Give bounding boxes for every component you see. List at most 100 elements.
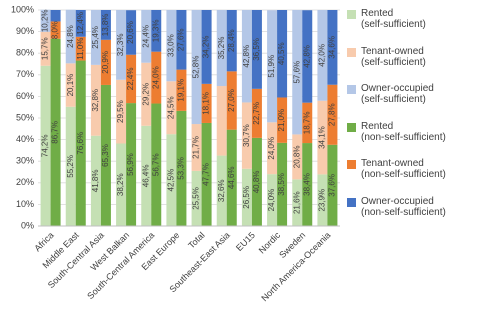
value-label: 42,5% xyxy=(167,169,176,192)
bar-segment xyxy=(317,174,328,226)
legend-label: Tenant-owned (non-self-sufficient) xyxy=(361,158,446,180)
value-label: 55,2% xyxy=(66,155,75,178)
value-label: 74,2% xyxy=(41,135,50,158)
legend-swatch xyxy=(347,160,356,169)
value-label: 38,4% xyxy=(302,173,311,196)
value-label: 29,5% xyxy=(116,100,125,123)
value-label: 24,4% xyxy=(141,25,150,48)
bar-segment xyxy=(191,170,202,226)
bar-segment xyxy=(151,10,162,52)
value-label: 15,7% xyxy=(41,37,50,60)
bar-segment xyxy=(327,144,338,226)
bar-segment xyxy=(126,103,137,226)
x-tick-label: Africa xyxy=(32,230,55,253)
bar-segment xyxy=(292,179,303,226)
value-label: 76,6% xyxy=(76,132,85,155)
bar-segment xyxy=(226,10,237,72)
bar-segment xyxy=(90,10,101,65)
bar-segment xyxy=(226,129,237,226)
value-label: 38,5% xyxy=(277,173,286,196)
bar-segment xyxy=(267,10,278,123)
bar-segment xyxy=(151,103,162,226)
bar-segment xyxy=(267,174,278,226)
value-label: 40,5% xyxy=(277,42,286,65)
legend-item: Tenant-owned (self-sufficient) xyxy=(347,46,497,84)
value-label: 20,8% xyxy=(292,146,301,169)
y-tick-label: 100% xyxy=(11,4,34,14)
legend-swatch xyxy=(347,85,356,94)
bar-segment xyxy=(116,10,127,80)
value-label: 24,8% xyxy=(66,25,75,48)
bar-segment xyxy=(292,10,303,135)
value-label: 11,0% xyxy=(76,38,85,60)
y-tick-label: 20% xyxy=(16,177,34,187)
bar-segment xyxy=(277,97,288,143)
y-tick-label: 80% xyxy=(16,48,34,58)
legend-item: Tenant-owned (non-self-sufficient) xyxy=(347,158,497,196)
value-label: 22,7% xyxy=(252,102,261,125)
value-label: 29,2% xyxy=(141,83,150,106)
value-label: 23,9% xyxy=(318,189,327,212)
value-label: 41,8% xyxy=(91,170,100,193)
bar-segment xyxy=(241,10,252,103)
x-tick-label: Total xyxy=(186,230,207,251)
value-label: 18,7% xyxy=(302,112,311,135)
bar-segment xyxy=(267,122,278,175)
bar-segment xyxy=(176,110,187,226)
bar-segment xyxy=(50,10,61,22)
bar-segment xyxy=(201,10,212,84)
value-label: 13,8% xyxy=(101,14,110,37)
bar-segment xyxy=(40,9,51,32)
value-label: 36,5% xyxy=(252,38,261,61)
bar-segment xyxy=(317,100,328,175)
bar-segment xyxy=(201,83,212,123)
value-label: 86,7% xyxy=(51,121,60,144)
bar-segment xyxy=(50,38,61,227)
value-label: 30,7% xyxy=(242,124,251,147)
value-label: 27,0% xyxy=(227,89,236,112)
value-label: 34,6% xyxy=(328,36,337,59)
bar-segment xyxy=(302,102,313,144)
legend-swatch xyxy=(347,197,356,207)
bar-segment xyxy=(75,36,86,61)
value-label: 26,5% xyxy=(242,186,251,209)
value-label: 20,1% xyxy=(66,74,75,97)
value-label: 38,2% xyxy=(116,173,125,196)
value-label: 42,0% xyxy=(318,44,327,67)
x-tick-label: EU15 xyxy=(234,230,257,253)
bar-segment xyxy=(116,79,127,144)
bar-segment xyxy=(302,10,313,103)
bar-segment xyxy=(292,134,303,180)
value-label: 32,3% xyxy=(116,34,125,57)
y-tick-label: 0% xyxy=(21,220,34,230)
bar-segment xyxy=(40,65,51,226)
bar-segment xyxy=(277,10,288,98)
bar-segment xyxy=(176,69,187,111)
legend-item: Owner-occupied (non-self-sufficient) xyxy=(347,196,497,234)
bar-segment xyxy=(100,84,111,227)
value-label: 20,9% xyxy=(101,51,110,74)
value-label: 37,6% xyxy=(328,174,337,197)
legend-swatch xyxy=(347,10,356,19)
value-label: 65,3% xyxy=(101,144,110,167)
bar-segment xyxy=(116,143,127,226)
bar-segment xyxy=(75,10,86,37)
value-label: 19,3% xyxy=(151,20,160,43)
value-label: 46,4% xyxy=(141,165,150,188)
value-label: 18,1% xyxy=(202,92,211,115)
value-label: 24,0% xyxy=(151,66,160,89)
legend-swatch xyxy=(347,47,356,57)
y-tick-label: 10% xyxy=(16,199,34,209)
bar-segment xyxy=(141,62,152,126)
value-label: 24,0% xyxy=(267,137,276,160)
value-label: 57,6% xyxy=(292,61,301,84)
value-label: 56,9% xyxy=(126,153,135,176)
legend-item: Owner-occupied (self-sufficient) xyxy=(347,83,497,121)
legend: Rented (self-sufficient) Tenant-owned (se… xyxy=(347,8,497,233)
bar-segment xyxy=(277,142,288,226)
bar-segment xyxy=(100,10,111,40)
y-tick-label: 90% xyxy=(16,26,34,36)
bar-segment xyxy=(126,10,137,55)
y-tick-label: 40% xyxy=(16,134,34,144)
